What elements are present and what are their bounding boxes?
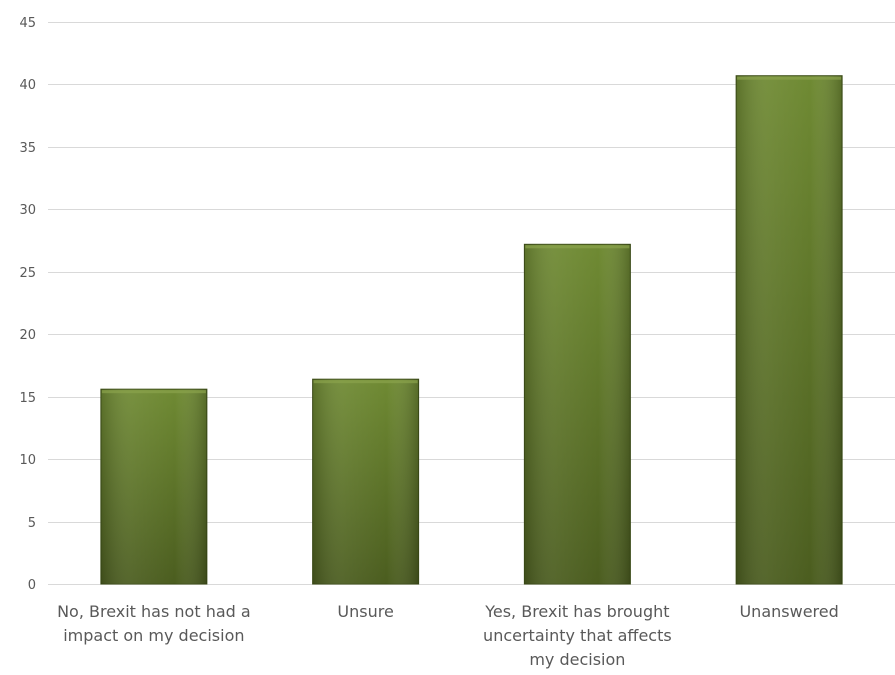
y-tick-label: 25	[19, 266, 36, 281]
x-category-label: Unanswered	[739, 602, 838, 621]
x-category-label: Yes, Brexit has brought uncertainty that …	[483, 602, 672, 669]
bars	[100, 75, 843, 585]
y-tick-label: 20	[19, 328, 36, 343]
bar-top-highlight	[313, 380, 418, 384]
x-category-label-line: No, Brexit has not had a	[57, 602, 251, 621]
bar-sheen	[100, 389, 207, 584]
y-tick-label: 35	[19, 141, 36, 156]
x-category-label-line: impact on my decision	[63, 626, 244, 645]
bar-top-highlight	[737, 76, 842, 80]
bar-top-highlight	[101, 390, 206, 394]
x-category-label-line: Unanswered	[739, 602, 838, 621]
bar-sheen	[736, 75, 843, 585]
bar-2	[312, 378, 420, 585]
y-tick-label: 45	[19, 16, 36, 31]
x-category-label-line: Unsure	[337, 602, 393, 621]
x-category-label-line: my decision	[529, 650, 625, 669]
x-category-label: No, Brexit has not had a impact on my dec…	[57, 602, 251, 645]
x-axis-category-labels: No, Brexit has not had a impact on my dec…	[57, 602, 839, 669]
bar-3	[523, 243, 631, 585]
x-category-label: Unsure	[337, 602, 393, 621]
bar-sheen	[312, 379, 419, 584]
y-axis-tick-labels: 0 5 10 15 20 25 30 35 40 45	[19, 16, 36, 593]
y-tick-label: 5	[28, 516, 36, 531]
y-tick-label: 15	[19, 391, 36, 406]
x-category-label-line: uncertainty that affects	[483, 626, 672, 645]
bar-top-highlight	[525, 245, 630, 249]
bar-4	[735, 75, 843, 585]
bar-sheen	[524, 244, 631, 584]
x-category-label-line: Yes, Brexit has brought	[484, 602, 669, 621]
y-tick-label: 30	[19, 203, 36, 218]
y-tick-label: 0	[28, 578, 36, 593]
y-tick-label: 40	[19, 78, 36, 93]
bar-1	[100, 388, 208, 585]
y-tick-label: 10	[19, 453, 36, 468]
